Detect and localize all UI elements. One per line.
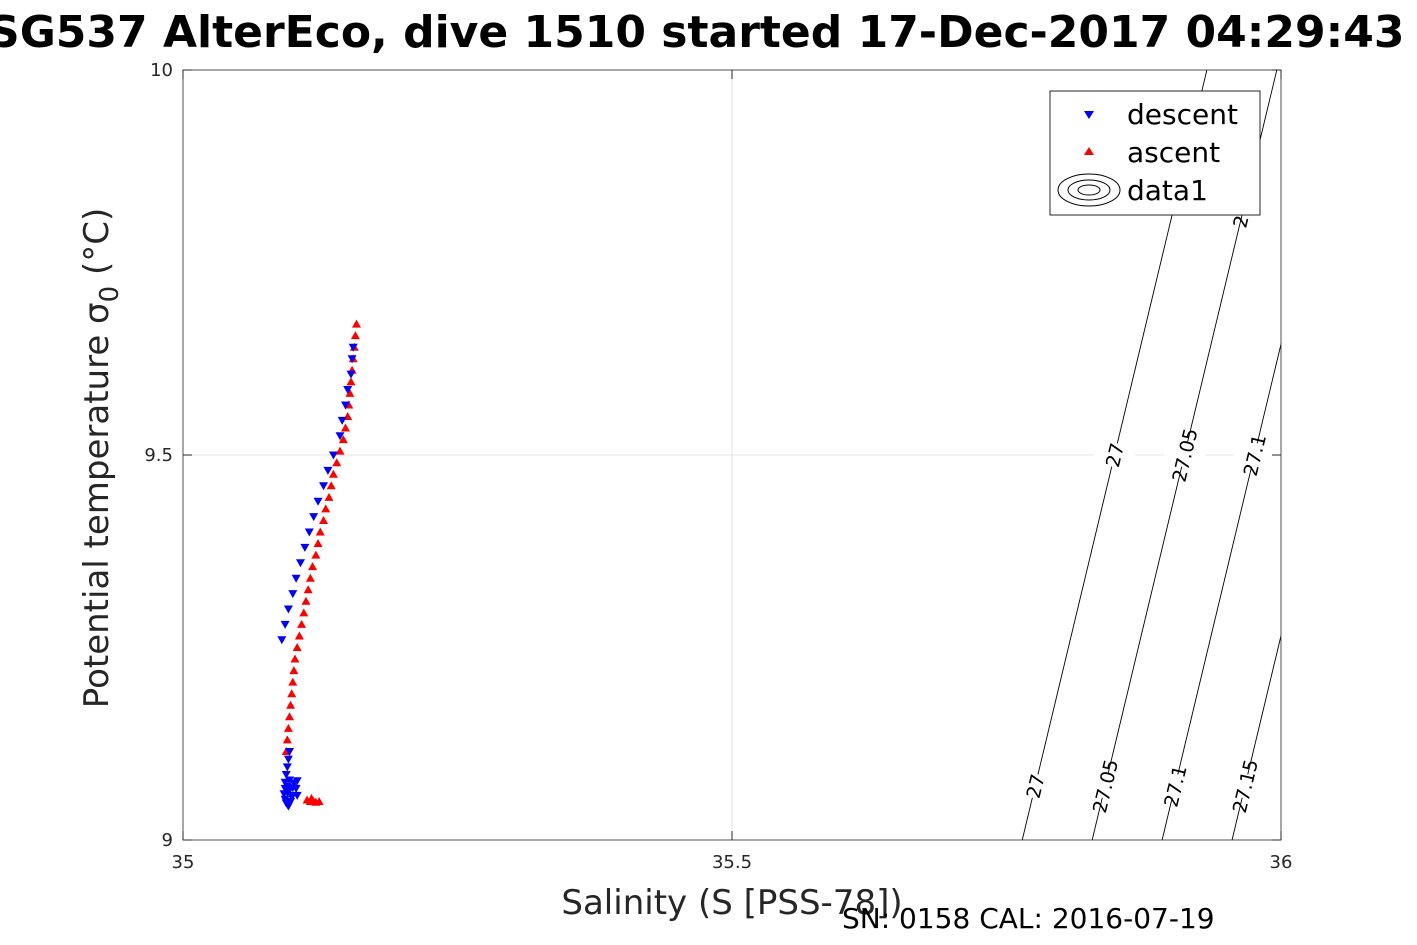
ascent-point bbox=[297, 619, 307, 628]
ascent-point bbox=[321, 504, 331, 513]
ascent-point bbox=[292, 643, 302, 651]
descent-point bbox=[295, 559, 305, 568]
descent-point bbox=[282, 763, 292, 772]
ascent-point bbox=[328, 469, 338, 478]
y-axis-label-subscript: 0 bbox=[95, 286, 125, 303]
contour-label-bg bbox=[1162, 438, 1207, 472]
descent-point bbox=[337, 416, 347, 425]
descent-point bbox=[283, 605, 293, 614]
ascent-point bbox=[290, 654, 300, 663]
descent-point bbox=[313, 497, 323, 506]
contour-label: 27 bbox=[1102, 441, 1129, 470]
legend-ascent-label: ascent bbox=[1127, 136, 1220, 169]
contour-label-bg bbox=[1232, 438, 1277, 472]
descent-point bbox=[283, 755, 293, 764]
descent-point bbox=[328, 451, 338, 460]
data-points bbox=[277, 319, 361, 811]
contour-label-bg bbox=[1092, 438, 1137, 472]
ascent-point bbox=[346, 377, 356, 386]
x-axis-label: Salinity (S [PSS-78]) bbox=[561, 883, 902, 923]
descent-point bbox=[291, 574, 301, 583]
ascent-point bbox=[282, 735, 292, 744]
descent-point bbox=[343, 386, 353, 395]
ascent-point bbox=[283, 723, 293, 732]
ascent-point bbox=[341, 423, 351, 432]
descent-point bbox=[281, 771, 291, 780]
y-tick-label: 9.5 bbox=[144, 445, 173, 466]
descent-point bbox=[289, 779, 299, 788]
contour-label-bg bbox=[1222, 769, 1268, 803]
ascent-point bbox=[305, 573, 315, 582]
descent-point bbox=[346, 370, 356, 379]
descent-point bbox=[287, 793, 297, 802]
ascent-point bbox=[285, 712, 295, 721]
ascent-point bbox=[345, 388, 355, 397]
chart-title: SG537 AlterEco, dive 1510 started 17-Dec… bbox=[0, 7, 1404, 58]
descent-point bbox=[286, 798, 296, 806]
descent-point bbox=[341, 401, 351, 410]
contour-label-bg bbox=[1082, 769, 1128, 803]
x-tick-label: 35 bbox=[172, 852, 195, 873]
descent-point bbox=[285, 776, 295, 785]
legend-contour-icon bbox=[1057, 173, 1121, 207]
ascent-point bbox=[286, 700, 296, 709]
x-tick-label: 35.5 bbox=[712, 852, 752, 873]
ascent-point bbox=[350, 331, 360, 340]
descent-point bbox=[285, 747, 295, 756]
descent-point bbox=[347, 355, 357, 364]
ascent-point bbox=[289, 666, 299, 675]
ascent-point bbox=[294, 631, 304, 640]
ascent-point bbox=[319, 515, 329, 524]
descent-point bbox=[309, 513, 319, 522]
descent-point bbox=[282, 788, 292, 797]
descent-point bbox=[348, 343, 358, 352]
ascent-point bbox=[287, 689, 297, 698]
descent-point bbox=[319, 482, 329, 491]
ascent-point bbox=[308, 562, 318, 571]
ascent-point bbox=[288, 677, 298, 686]
ascent-point bbox=[332, 458, 342, 467]
y-axis-label-main: Potential temperature σ bbox=[77, 302, 117, 708]
y-axis-label: Potential temperature σ0 (°C) bbox=[77, 208, 125, 708]
legend-descent-marker bbox=[1084, 111, 1094, 119]
axis-ticks: 35 35.5 36 9 9.5 10 bbox=[144, 60, 1292, 873]
y-tick-label: 9 bbox=[162, 830, 173, 851]
ascent-point bbox=[313, 539, 323, 548]
isopycnal-line bbox=[1231, 636, 1281, 840]
ascent-point bbox=[326, 481, 336, 490]
y-tick-label: 10 bbox=[150, 60, 173, 81]
descent-point bbox=[304, 528, 314, 537]
ascent-point bbox=[299, 608, 309, 617]
calibration-footer: SN: 0158 CAL: 2016-07-19 bbox=[842, 902, 1215, 935]
contour-label-bg bbox=[1012, 769, 1058, 803]
descent-point bbox=[300, 543, 310, 552]
ascent-point bbox=[301, 596, 311, 605]
y-axis-label-unit: (°C) bbox=[77, 208, 117, 286]
ascent-point bbox=[315, 527, 325, 536]
ascent-point bbox=[351, 319, 361, 328]
ascent-point bbox=[306, 793, 316, 802]
descent-point bbox=[280, 620, 290, 629]
legend: descent ascent data1 bbox=[1049, 90, 1261, 216]
ascent-point bbox=[303, 585, 313, 594]
descent-point bbox=[277, 636, 287, 645]
ascent-point bbox=[311, 550, 321, 559]
contour-label-bg bbox=[1152, 769, 1198, 803]
legend-ascent-marker bbox=[1084, 147, 1094, 155]
ascent-point bbox=[338, 435, 348, 444]
descent-point bbox=[288, 590, 298, 599]
contour-label: 27 bbox=[1023, 772, 1050, 801]
descent-point bbox=[335, 432, 345, 441]
legend-data1-label: data1 bbox=[1127, 174, 1208, 207]
descent-point bbox=[282, 782, 292, 791]
ascent-point bbox=[324, 492, 334, 501]
legend-descent-label: descent bbox=[1127, 98, 1238, 131]
ascent-point bbox=[335, 446, 345, 455]
descent-point bbox=[323, 466, 333, 475]
ascent-point bbox=[314, 797, 324, 805]
x-tick-label: 36 bbox=[1270, 852, 1293, 873]
